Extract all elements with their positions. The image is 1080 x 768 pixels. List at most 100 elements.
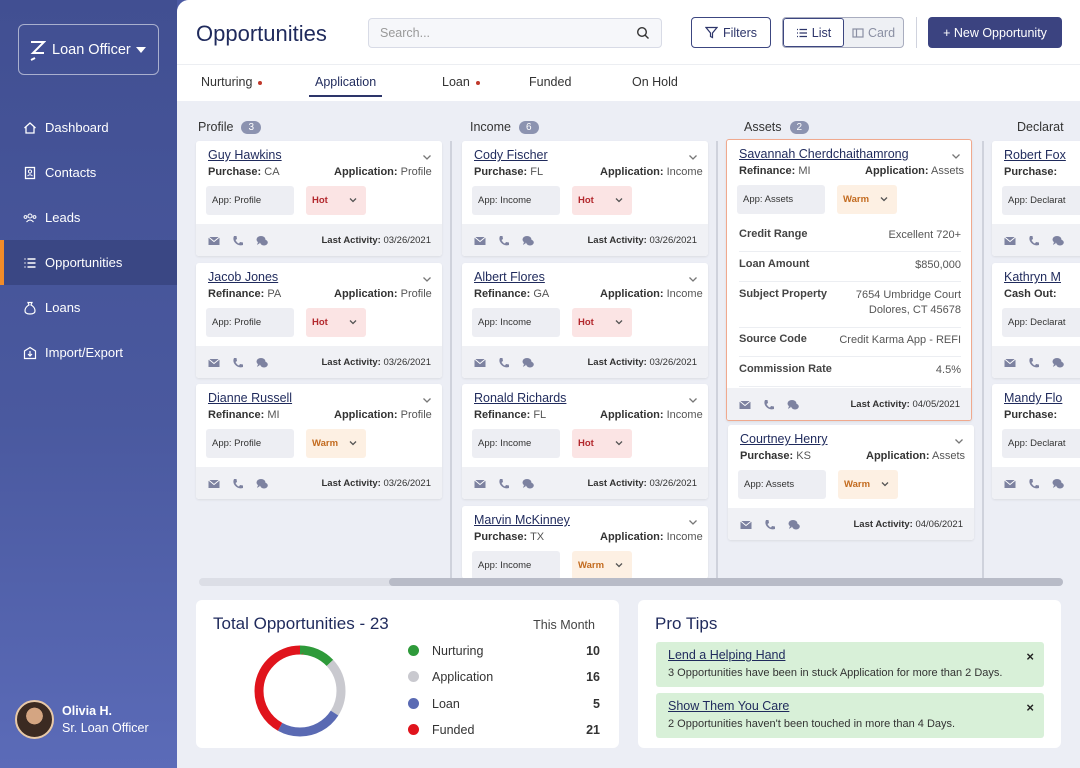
sidebar-item-loans[interactable]: Loans bbox=[0, 285, 177, 330]
list-view-button[interactable]: List bbox=[783, 18, 844, 47]
temperature-dropdown[interactable]: Warm bbox=[838, 470, 898, 499]
filters-button[interactable]: Filters bbox=[691, 17, 771, 48]
chat-icon[interactable] bbox=[522, 356, 534, 374]
temperature-dropdown[interactable]: Warm bbox=[572, 551, 632, 579]
chevron-down-icon[interactable] bbox=[422, 392, 432, 403]
email-icon[interactable] bbox=[474, 234, 486, 252]
contact-name-link[interactable]: Robert Fox bbox=[1004, 148, 1066, 162]
contact-name-link[interactable]: Kathryn M bbox=[1004, 270, 1061, 284]
sidebar-item-import-export[interactable]: Import/Export bbox=[0, 330, 177, 375]
temperature-dropdown[interactable]: Hot bbox=[306, 308, 366, 337]
contact-name-link[interactable]: Albert Flores bbox=[474, 270, 545, 284]
sidebar-item-contacts[interactable]: Contacts bbox=[0, 150, 177, 195]
opportunity-card[interactable]: Mandy Flo Purchase: App: Declarat bbox=[992, 384, 1080, 499]
phone-icon[interactable] bbox=[1028, 234, 1040, 252]
phone-icon[interactable] bbox=[498, 477, 510, 495]
tab-nurturing[interactable]: Nurturing bbox=[201, 75, 263, 89]
email-icon[interactable] bbox=[739, 398, 751, 416]
tip-title-link[interactable]: Show Them You Care bbox=[668, 699, 790, 713]
contact-name-link[interactable]: Courtney Henry bbox=[740, 432, 828, 446]
email-icon[interactable] bbox=[740, 518, 752, 536]
period-selector[interactable]: This Month bbox=[533, 618, 595, 632]
chevron-down-icon[interactable] bbox=[688, 149, 698, 160]
phone-icon[interactable] bbox=[232, 234, 244, 252]
tip-title-link[interactable]: Lend a Helping Hand bbox=[668, 648, 786, 662]
opportunity-card[interactable]: Albert Flores Refinance: GA Application: I… bbox=[462, 263, 708, 378]
sidebar-item-leads[interactable]: Leads bbox=[0, 195, 177, 240]
chat-icon[interactable] bbox=[256, 234, 268, 252]
phone-icon[interactable] bbox=[1028, 356, 1040, 374]
chat-icon[interactable] bbox=[788, 518, 800, 536]
sidebar-item-dashboard[interactable]: Dashboard bbox=[0, 105, 177, 150]
chevron-down-icon[interactable] bbox=[688, 271, 698, 282]
phone-icon[interactable] bbox=[232, 477, 244, 495]
email-icon[interactable] bbox=[474, 356, 486, 374]
chat-icon[interactable] bbox=[1052, 477, 1064, 495]
temperature-dropdown[interactable]: Warm bbox=[837, 185, 897, 214]
chat-icon[interactable] bbox=[1052, 234, 1064, 252]
search-input[interactable] bbox=[380, 26, 636, 40]
contact-name-link[interactable]: Ronald Richards bbox=[474, 391, 567, 405]
horizontal-scrollbar[interactable] bbox=[199, 578, 1063, 586]
email-icon[interactable] bbox=[474, 477, 486, 495]
search-icon[interactable] bbox=[636, 26, 650, 40]
phone-icon[interactable] bbox=[498, 356, 510, 374]
temperature-dropdown[interactable]: Hot bbox=[306, 186, 366, 215]
contact-name-link[interactable]: Mandy Flo bbox=[1004, 391, 1063, 405]
email-icon[interactable] bbox=[1004, 477, 1016, 495]
chat-icon[interactable] bbox=[1052, 356, 1064, 374]
temperature-dropdown[interactable]: Hot bbox=[572, 186, 632, 215]
opportunity-card[interactable]: Robert Fox Purchase: App: Declarat bbox=[992, 141, 1080, 256]
chat-icon[interactable] bbox=[787, 398, 799, 416]
chevron-down-icon[interactable] bbox=[688, 392, 698, 403]
contact-name-link[interactable]: Dianne Russell bbox=[208, 391, 293, 405]
new-opportunity-button[interactable]: + New Opportunity bbox=[928, 17, 1062, 48]
contact-name-link[interactable]: Savannah Cherdchaithamrong bbox=[739, 147, 909, 161]
chevron-down-icon[interactable] bbox=[951, 148, 961, 159]
phone-icon[interactable] bbox=[232, 356, 244, 374]
phone-icon[interactable] bbox=[1028, 477, 1040, 495]
opportunity-card[interactable]: Guy Hawkins Purchase: CA Application: Prof… bbox=[196, 141, 442, 256]
temperature-dropdown[interactable]: Hot bbox=[572, 429, 632, 458]
opportunity-card[interactable]: Ronald Richards Refinance: FL Application:… bbox=[462, 384, 708, 499]
email-icon[interactable] bbox=[208, 356, 220, 374]
opportunity-card[interactable]: Savannah Cherdchaithamrong Refinance: MI A… bbox=[726, 139, 972, 421]
chevron-down-icon[interactable] bbox=[422, 149, 432, 160]
opportunity-card[interactable]: Jacob Jones Refinance: PA Application: Pro… bbox=[196, 263, 442, 378]
email-icon[interactable] bbox=[208, 234, 220, 252]
phone-icon[interactable] bbox=[764, 518, 776, 536]
user-profile[interactable]: Olivia H. Sr. Loan Officer bbox=[15, 700, 149, 739]
phone-icon[interactable] bbox=[763, 398, 775, 416]
sidebar-item-opportunities[interactable]: Opportunities bbox=[0, 240, 177, 285]
contact-name-link[interactable]: Marvin McKinney bbox=[474, 513, 570, 527]
chat-icon[interactable] bbox=[522, 234, 534, 252]
card-view-button[interactable]: Card bbox=[844, 18, 903, 47]
email-icon[interactable] bbox=[1004, 234, 1016, 252]
opportunity-card[interactable]: Courtney Henry Purchase: KS Application: A… bbox=[728, 425, 974, 540]
opportunity-card[interactable]: Kathryn M Cash Out: App: Declarat bbox=[992, 263, 1080, 378]
close-icon[interactable]: × bbox=[1026, 700, 1034, 715]
chevron-down-icon[interactable] bbox=[954, 433, 964, 444]
email-icon[interactable] bbox=[208, 477, 220, 495]
tab-funded[interactable]: Funded bbox=[529, 75, 571, 89]
chat-icon[interactable] bbox=[256, 477, 268, 495]
tab-on-hold[interactable]: On Hold bbox=[632, 75, 678, 89]
contact-name-link[interactable]: Jacob Jones bbox=[208, 270, 279, 284]
temperature-dropdown[interactable]: Hot bbox=[572, 308, 632, 337]
contact-name-link[interactable]: Guy Hawkins bbox=[208, 148, 282, 162]
chevron-down-icon[interactable] bbox=[422, 271, 432, 282]
chevron-down-icon[interactable] bbox=[688, 514, 698, 525]
opportunity-card[interactable]: Marvin McKinney Purchase: TX Application: … bbox=[462, 506, 708, 579]
chat-icon[interactable] bbox=[256, 356, 268, 374]
phone-icon[interactable] bbox=[498, 234, 510, 252]
opportunity-card[interactable]: Cody Fischer Purchase: FL Application: Inc… bbox=[462, 141, 708, 256]
tab-application[interactable]: Application bbox=[308, 75, 383, 97]
email-icon[interactable] bbox=[1004, 356, 1016, 374]
chat-icon[interactable] bbox=[522, 477, 534, 495]
tab-loan[interactable]: Loan bbox=[442, 75, 480, 89]
role-switcher[interactable]: Loan Officer bbox=[18, 24, 159, 75]
contact-name-link[interactable]: Cody Fischer bbox=[474, 148, 548, 162]
temperature-dropdown[interactable]: Warm bbox=[306, 429, 366, 458]
scrollbar-thumb[interactable] bbox=[389, 578, 1063, 586]
close-icon[interactable]: × bbox=[1026, 649, 1034, 664]
